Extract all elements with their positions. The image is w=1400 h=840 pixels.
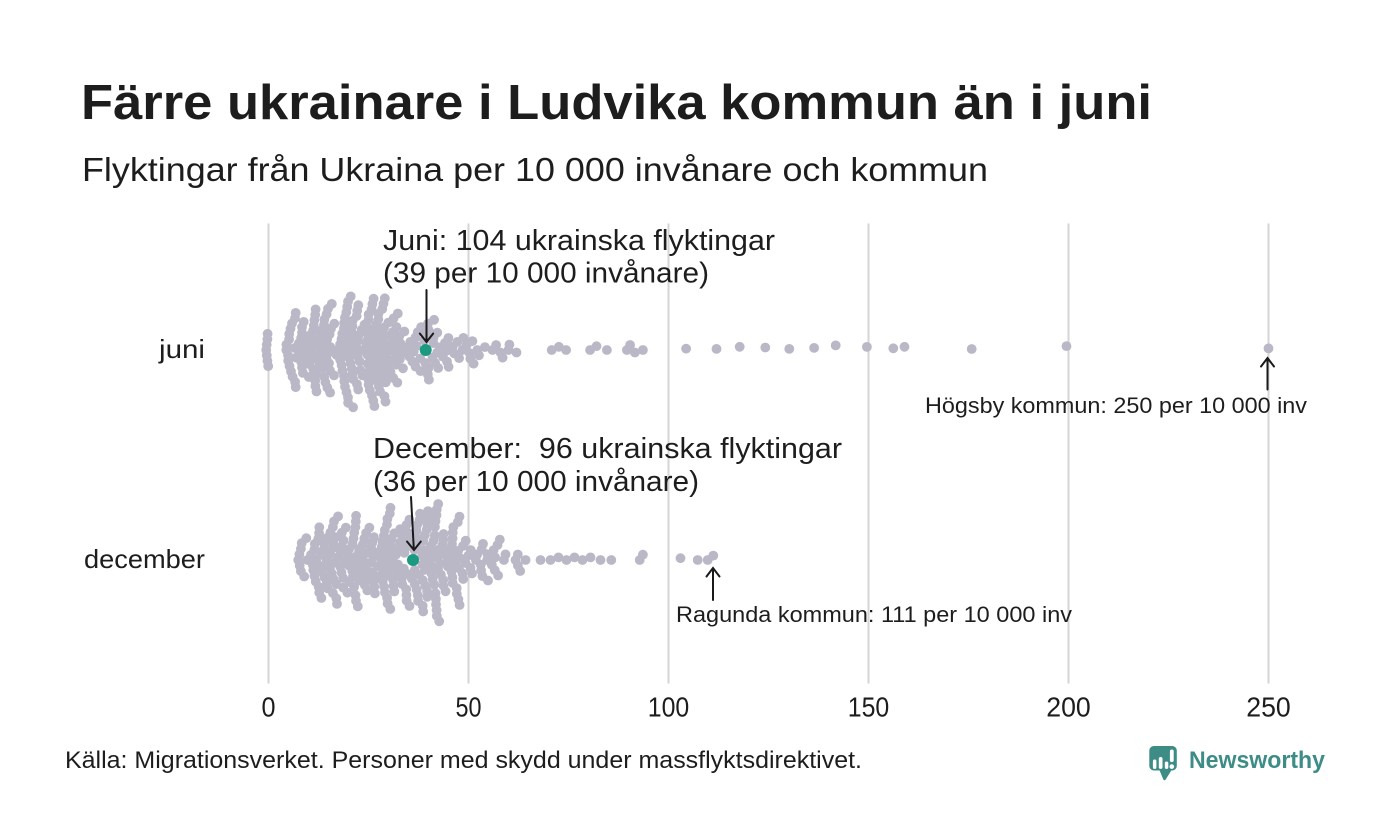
svg-text:december: december bbox=[84, 544, 205, 574]
svg-text:50: 50 bbox=[456, 692, 482, 723]
svg-text:Flyktingar från Ukraina per 10: Flyktingar från Ukraina per 10 000 invån… bbox=[82, 151, 988, 188]
svg-text:150: 150 bbox=[848, 692, 890, 723]
svg-text:Juni: 104 ukrainska flyktingar: Juni: 104 ukrainska flyktingar bbox=[383, 225, 775, 257]
svg-text:Färre ukrainare i Ludvika komm: Färre ukrainare i Ludvika kommun än i ju… bbox=[81, 76, 1152, 130]
svg-text:(39 per 10 000 invånare): (39 per 10 000 invånare) bbox=[383, 258, 709, 290]
svg-text:juni: juni bbox=[158, 334, 205, 364]
svg-text:Newsworthy: Newsworthy bbox=[1189, 747, 1326, 774]
svg-text:0: 0 bbox=[262, 692, 276, 723]
svg-text:Källa: Migrationsverket. Perso: Källa: Migrationsverket. Personer med sk… bbox=[65, 747, 862, 774]
svg-text:250: 250 bbox=[1246, 692, 1291, 723]
svg-text:200: 200 bbox=[1046, 692, 1091, 723]
svg-text:Ragunda kommun: 111 per 10 000: Ragunda kommun: 111 per 10 000 inv bbox=[676, 602, 1072, 627]
svg-text:100: 100 bbox=[648, 692, 690, 723]
svg-text:Högsby kommun: 250 per 10 000: Högsby kommun: 250 per 10 000 inv bbox=[925, 393, 1307, 418]
svg-text:(36 per 10 000 invånare): (36 per 10 000 invånare) bbox=[373, 466, 699, 498]
svg-text:December: 96 ukrainska flykti: December: 96 ukrainska flyktingar bbox=[373, 433, 842, 465]
